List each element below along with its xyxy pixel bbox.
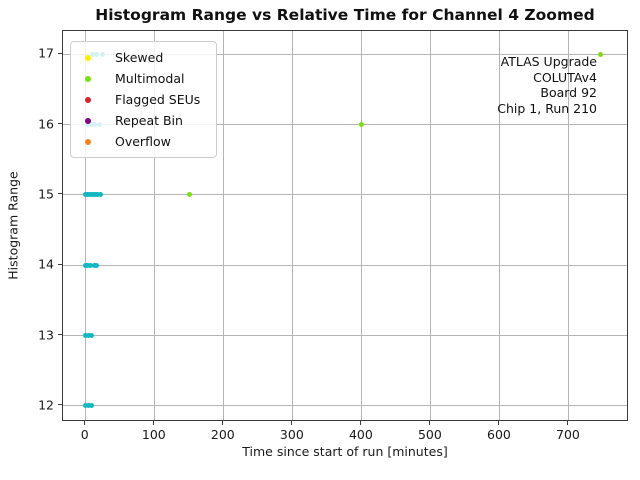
- legend-item-label: Multimodal: [115, 71, 185, 86]
- x-tick-mark: [84, 421, 86, 425]
- y-tick-label: 13: [38, 327, 54, 342]
- y-tick-label: 17: [38, 45, 54, 61]
- y-tick-mark: [58, 404, 62, 406]
- annotation-line: Chip 1, Run 210: [497, 100, 597, 116]
- y-tick-mark: [58, 334, 62, 335]
- gridline-x: [223, 31, 225, 420]
- gridline-x: [430, 31, 432, 420]
- x-tick-mark: [360, 421, 362, 425]
- gridline-x: [85, 31, 87, 420]
- x-tick-label: 200: [210, 427, 235, 442]
- x-axis-label: Time since start of run [minutes]: [242, 444, 448, 459]
- legend-marker-icon: [85, 138, 91, 145]
- legend-item: Flagged SEUs: [71, 89, 216, 110]
- legend-item-label: Flagged SEUs: [115, 92, 201, 107]
- data-point: [89, 333, 95, 338]
- gridline-x: [361, 31, 363, 420]
- annotation-line: COLUTAv4: [533, 69, 597, 85]
- data-point: [83, 403, 89, 409]
- y-tick-label: 15: [38, 186, 54, 202]
- x-tick-label: 400: [348, 427, 373, 442]
- data-point: [83, 333, 89, 338]
- x-tick-label: 300: [279, 427, 304, 442]
- x-tick-mark: [222, 421, 224, 425]
- x-tick-mark: [498, 421, 500, 425]
- data-point: [359, 122, 365, 128]
- data-point: [95, 192, 100, 198]
- x-tick-mark: [291, 421, 293, 425]
- data-point: [186, 192, 192, 198]
- y-tick-mark: [58, 263, 62, 265]
- legend-item: Overflow: [71, 131, 216, 152]
- x-tick-label: 700: [556, 427, 580, 442]
- gridline-x: [568, 31, 570, 420]
- legend-marker-icon: [85, 75, 91, 82]
- x-tick-label: 600: [486, 427, 511, 442]
- legend-item: Multimodal: [71, 68, 216, 89]
- data-point: [89, 403, 95, 409]
- annotation-line: ATLAS Upgrade: [500, 54, 597, 69]
- annotation: ATLAS Upgrade COLUTAv4 Board 92 Chip 1, Run…: [497, 54, 597, 116]
- x-tick-label: 100: [141, 427, 166, 442]
- legend-item-label: Overflow: [115, 134, 171, 149]
- legend-item-label: Repeat Bin: [115, 113, 183, 128]
- chart-title: Histogram Range vs Relative Time for Cha…: [95, 6, 595, 24]
- x-tick-label: 500: [417, 427, 442, 442]
- data-point: [597, 51, 603, 57]
- data-point: [86, 403, 92, 409]
- y-tick-label: 12: [38, 397, 54, 413]
- data-point: [91, 262, 97, 268]
- legend-marker-icon: [85, 54, 91, 61]
- data-point: [86, 333, 92, 338]
- gridline-x: [499, 31, 501, 420]
- y-tick-label: 16: [38, 116, 54, 132]
- y-tick-label: 14: [38, 256, 54, 272]
- gridline-y: [63, 405, 627, 407]
- y-tick-mark: [58, 193, 62, 195]
- gridline-y: [63, 194, 627, 196]
- data-point: [88, 262, 94, 268]
- data-point: [98, 192, 104, 198]
- x-tick-label: 0: [80, 427, 89, 442]
- data-point: [94, 262, 100, 268]
- y-axis-label: Histogram Range: [5, 171, 21, 280]
- legend-marker-icon: [85, 117, 91, 124]
- gridline-y: [63, 53, 627, 55]
- legend: Skewed Multimodal Flagged SEUs Repeat Bin Ov…: [70, 41, 217, 158]
- x-tick-mark: [429, 421, 431, 425]
- legend-marker-icon: [85, 96, 91, 103]
- x-tick-mark: [567, 421, 569, 425]
- legend-item: Repeat Bin: [71, 110, 216, 131]
- legend-item-label: Skewed: [115, 50, 164, 65]
- x-tick-mark: [153, 421, 155, 425]
- annotation-line: Board 92: [540, 85, 597, 100]
- gridline-y: [63, 335, 627, 336]
- gridline-x: [292, 31, 294, 420]
- data-point: [85, 262, 91, 268]
- gridline-x: [154, 31, 156, 420]
- y-tick-mark: [58, 52, 62, 54]
- legend-item: Skewed: [71, 47, 216, 68]
- gridline-y: [63, 264, 627, 266]
- gridline-y: [63, 124, 627, 126]
- y-tick-mark: [58, 123, 62, 125]
